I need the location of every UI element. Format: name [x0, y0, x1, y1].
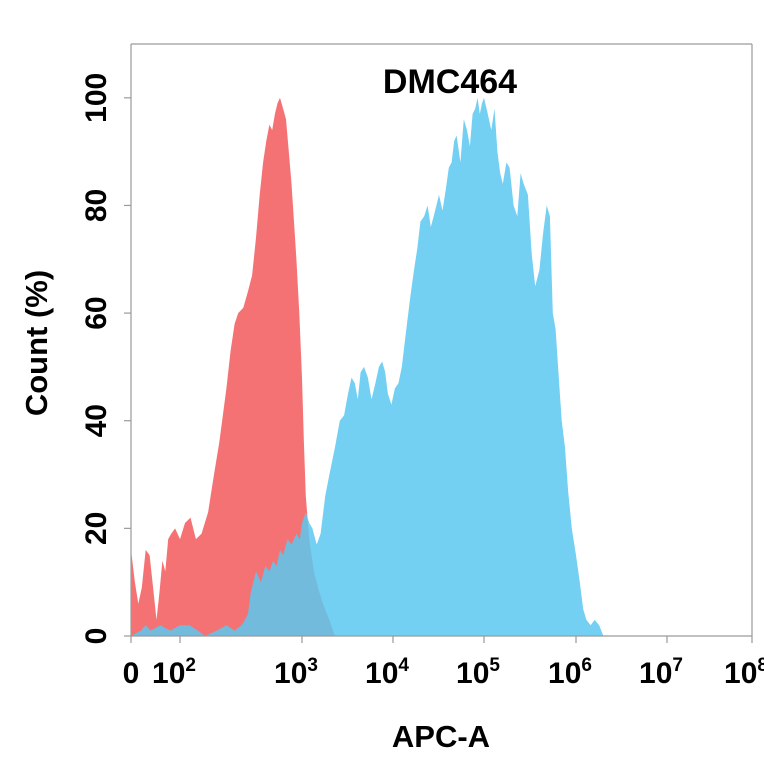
y-tick-label: 100 — [80, 73, 113, 123]
x-tick-label: 103 — [274, 655, 318, 690]
x-tick-label: 102 — [152, 655, 196, 690]
x-tick-label: 0 — [123, 657, 140, 690]
x-tick-label: 108 — [724, 655, 764, 690]
x-axis-title: APC-A — [392, 719, 490, 754]
y-tick-label: 20 — [80, 512, 113, 545]
y-axis-title: Count (%) — [19, 270, 54, 416]
x-tick-label: 105 — [456, 655, 500, 690]
x-tick-label: 107 — [639, 655, 683, 690]
chart-title: DMC464 — [383, 63, 517, 101]
x-tick-label: 104 — [365, 655, 409, 690]
y-tick-label: 80 — [80, 189, 113, 222]
axes-layer — [130, 43, 753, 637]
histogram-series-2 — [131, 97, 604, 637]
series-layer — [131, 97, 604, 637]
y-tick-label: 60 — [80, 296, 113, 329]
histogram-series-1 — [131, 97, 335, 637]
y-tick-label: 40 — [80, 404, 113, 437]
ticks-layer: 0 20 40 60 80 100 0 102 103 104 105 106 107 108 — [80, 73, 764, 690]
y-tick-label: 0 — [80, 628, 113, 645]
x-tick-label: 106 — [548, 655, 592, 690]
